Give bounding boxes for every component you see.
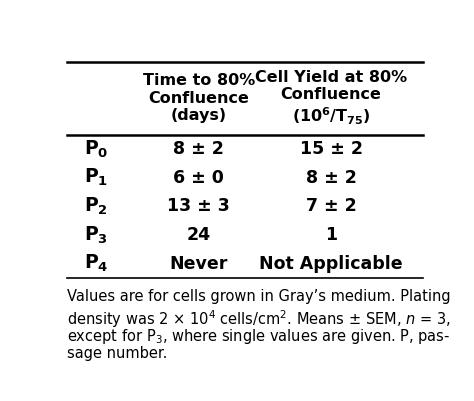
- Text: 7 ± 2: 7 ± 2: [306, 197, 356, 215]
- Text: 13 ± 3: 13 ± 3: [167, 197, 230, 215]
- Text: 6 ± 0: 6 ± 0: [173, 169, 224, 186]
- Text: Not Applicable: Not Applicable: [259, 255, 403, 273]
- Text: Cell Yield at 80%
Confluence
($\mathbf{10^6/T_{75}}$): Cell Yield at 80% Confluence ($\mathbf{1…: [255, 70, 407, 127]
- Text: $\mathbf{P_{2}}$: $\mathbf{P_{2}}$: [84, 196, 108, 217]
- Text: 15 ± 2: 15 ± 2: [300, 140, 363, 158]
- Text: 24: 24: [187, 226, 211, 244]
- Text: 8 ± 2: 8 ± 2: [306, 169, 356, 186]
- Text: 8 ± 2: 8 ± 2: [173, 140, 224, 158]
- Text: density was 2 $\times$ 10$^4$ cells/cm$^2$. Means $\pm$ SEM, $\it{n}$ = 3,: density was 2 $\times$ 10$^4$ cells/cm$^…: [66, 308, 451, 330]
- Text: Time to 80%
Confluence
(days): Time to 80% Confluence (days): [143, 73, 255, 123]
- Text: $\mathbf{P_{1}}$: $\mathbf{P_{1}}$: [84, 167, 108, 188]
- Text: Values are for cells grown in Gray’s medium. Plating: Values are for cells grown in Gray’s med…: [66, 289, 450, 304]
- Text: sage number.: sage number.: [66, 346, 167, 361]
- Text: Never: Never: [170, 255, 228, 273]
- Text: $\mathbf{P_{3}}$: $\mathbf{P_{3}}$: [84, 225, 108, 246]
- Text: 1: 1: [325, 226, 337, 244]
- Text: except for P$_3$, where single values are given. P, pas-: except for P$_3$, where single values ar…: [66, 327, 450, 346]
- Text: $\mathbf{P_{0}}$: $\mathbf{P_{0}}$: [84, 138, 108, 160]
- Text: $\mathbf{P_{4}}$: $\mathbf{P_{4}}$: [84, 253, 108, 274]
